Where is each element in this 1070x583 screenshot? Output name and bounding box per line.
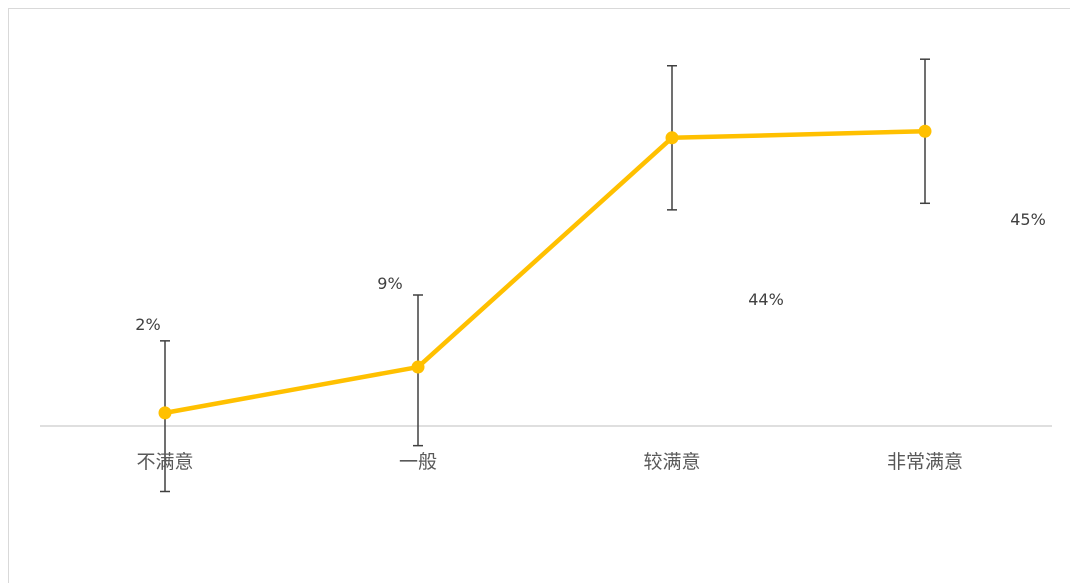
category-label-2: 一般 — [399, 451, 437, 473]
data-labels: 2% 9% 44% 45% — [135, 210, 1045, 334]
data-label-2: 9% — [377, 274, 402, 293]
category-label-4: 非常满意 — [887, 451, 963, 473]
data-label-1: 2% — [135, 315, 160, 334]
data-label-4: 45% — [1010, 210, 1046, 229]
chart-frame — [8, 8, 1070, 583]
data-points — [158, 124, 932, 420]
series-line — [162, 129, 928, 416]
data-point-2 — [411, 360, 425, 374]
data-point-1 — [158, 406, 172, 420]
data-point-4 — [918, 124, 932, 138]
category-labels: 不满意 一般 较满意 非常满意 — [136, 451, 963, 473]
data-label-3: 44% — [748, 290, 784, 309]
error-bars — [160, 58, 930, 493]
category-label-3: 较满意 — [643, 451, 700, 473]
category-label-1: 不满意 — [136, 451, 193, 473]
data-point-3 — [665, 131, 679, 145]
